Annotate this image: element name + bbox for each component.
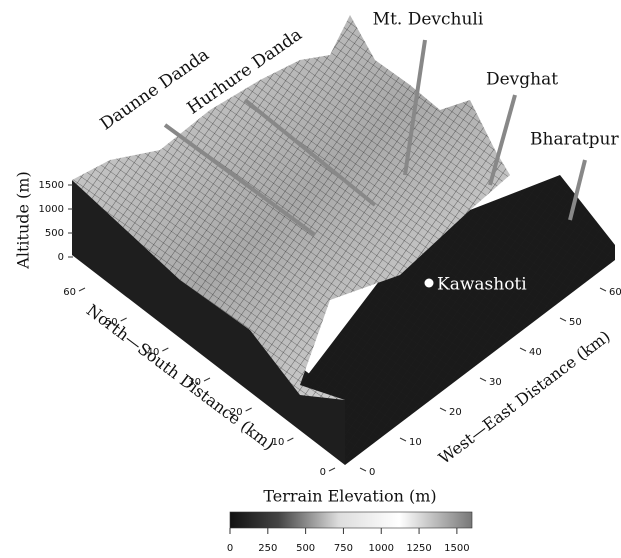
annotation: Kawashoti [437,275,527,295]
z-tick-label: 0 [58,252,64,263]
y-tick [600,288,606,291]
colorbar-tick-label: 1000 [369,543,394,554]
annotation: Daunne Danda [97,45,213,135]
y-tick [400,438,406,441]
colorbar [230,512,472,528]
colorbar-tick-label: 250 [258,543,277,554]
colorbar-tick-label: 1500 [444,543,469,554]
y-tick-label: 60 [609,287,621,298]
x-tick [79,288,85,291]
y-tick [520,348,526,351]
x-tick-label: 10 [272,437,285,448]
y-tick-label: 30 [489,377,502,388]
annotation: Bharatpur [530,130,620,150]
y-tick [560,318,566,321]
annotation: Mt. Devchuli [373,10,484,30]
y-tick-label: 20 [449,407,462,418]
x-tick [121,318,127,321]
z-tick-label: 1000 [39,204,64,215]
x-tick-label: 20 [230,407,243,418]
y-tick-label: 50 [569,317,582,328]
y-tick [480,378,486,381]
z-tick-label: 1500 [39,180,64,191]
x-tick-label: 40 [147,347,160,358]
colorbar-label: Terrain Elevation (m) [263,487,436,506]
colorbar-tick-label: 1250 [406,543,431,554]
x-tick [246,408,252,411]
y-tick-label: 10 [409,437,422,448]
marker [425,279,434,288]
chart: Altitude (m) North—South Distance (km) W… [0,0,621,558]
y-tick-label: 40 [529,347,542,358]
x-tick [287,438,293,441]
y-tick-label: 0 [369,467,375,478]
colorbar-tick-label: 0 [227,543,233,554]
z-axis-label: Altitude (m) [14,171,33,269]
colorbar-tick-label: 750 [334,543,353,554]
colorbar-tick-label: 500 [296,543,315,554]
x-tick [204,378,210,381]
x-tick-label: 30 [188,377,201,388]
y-tick [360,468,366,471]
x-tick-label: 60 [63,287,76,298]
x-tick [329,468,335,471]
annotation: Devghat [486,70,558,90]
x-tick-label: 50 [105,317,118,328]
x-tick-label: 0 [320,467,326,478]
z-tick-label: 500 [45,228,64,239]
x-tick [162,348,168,351]
y-tick [440,408,446,411]
